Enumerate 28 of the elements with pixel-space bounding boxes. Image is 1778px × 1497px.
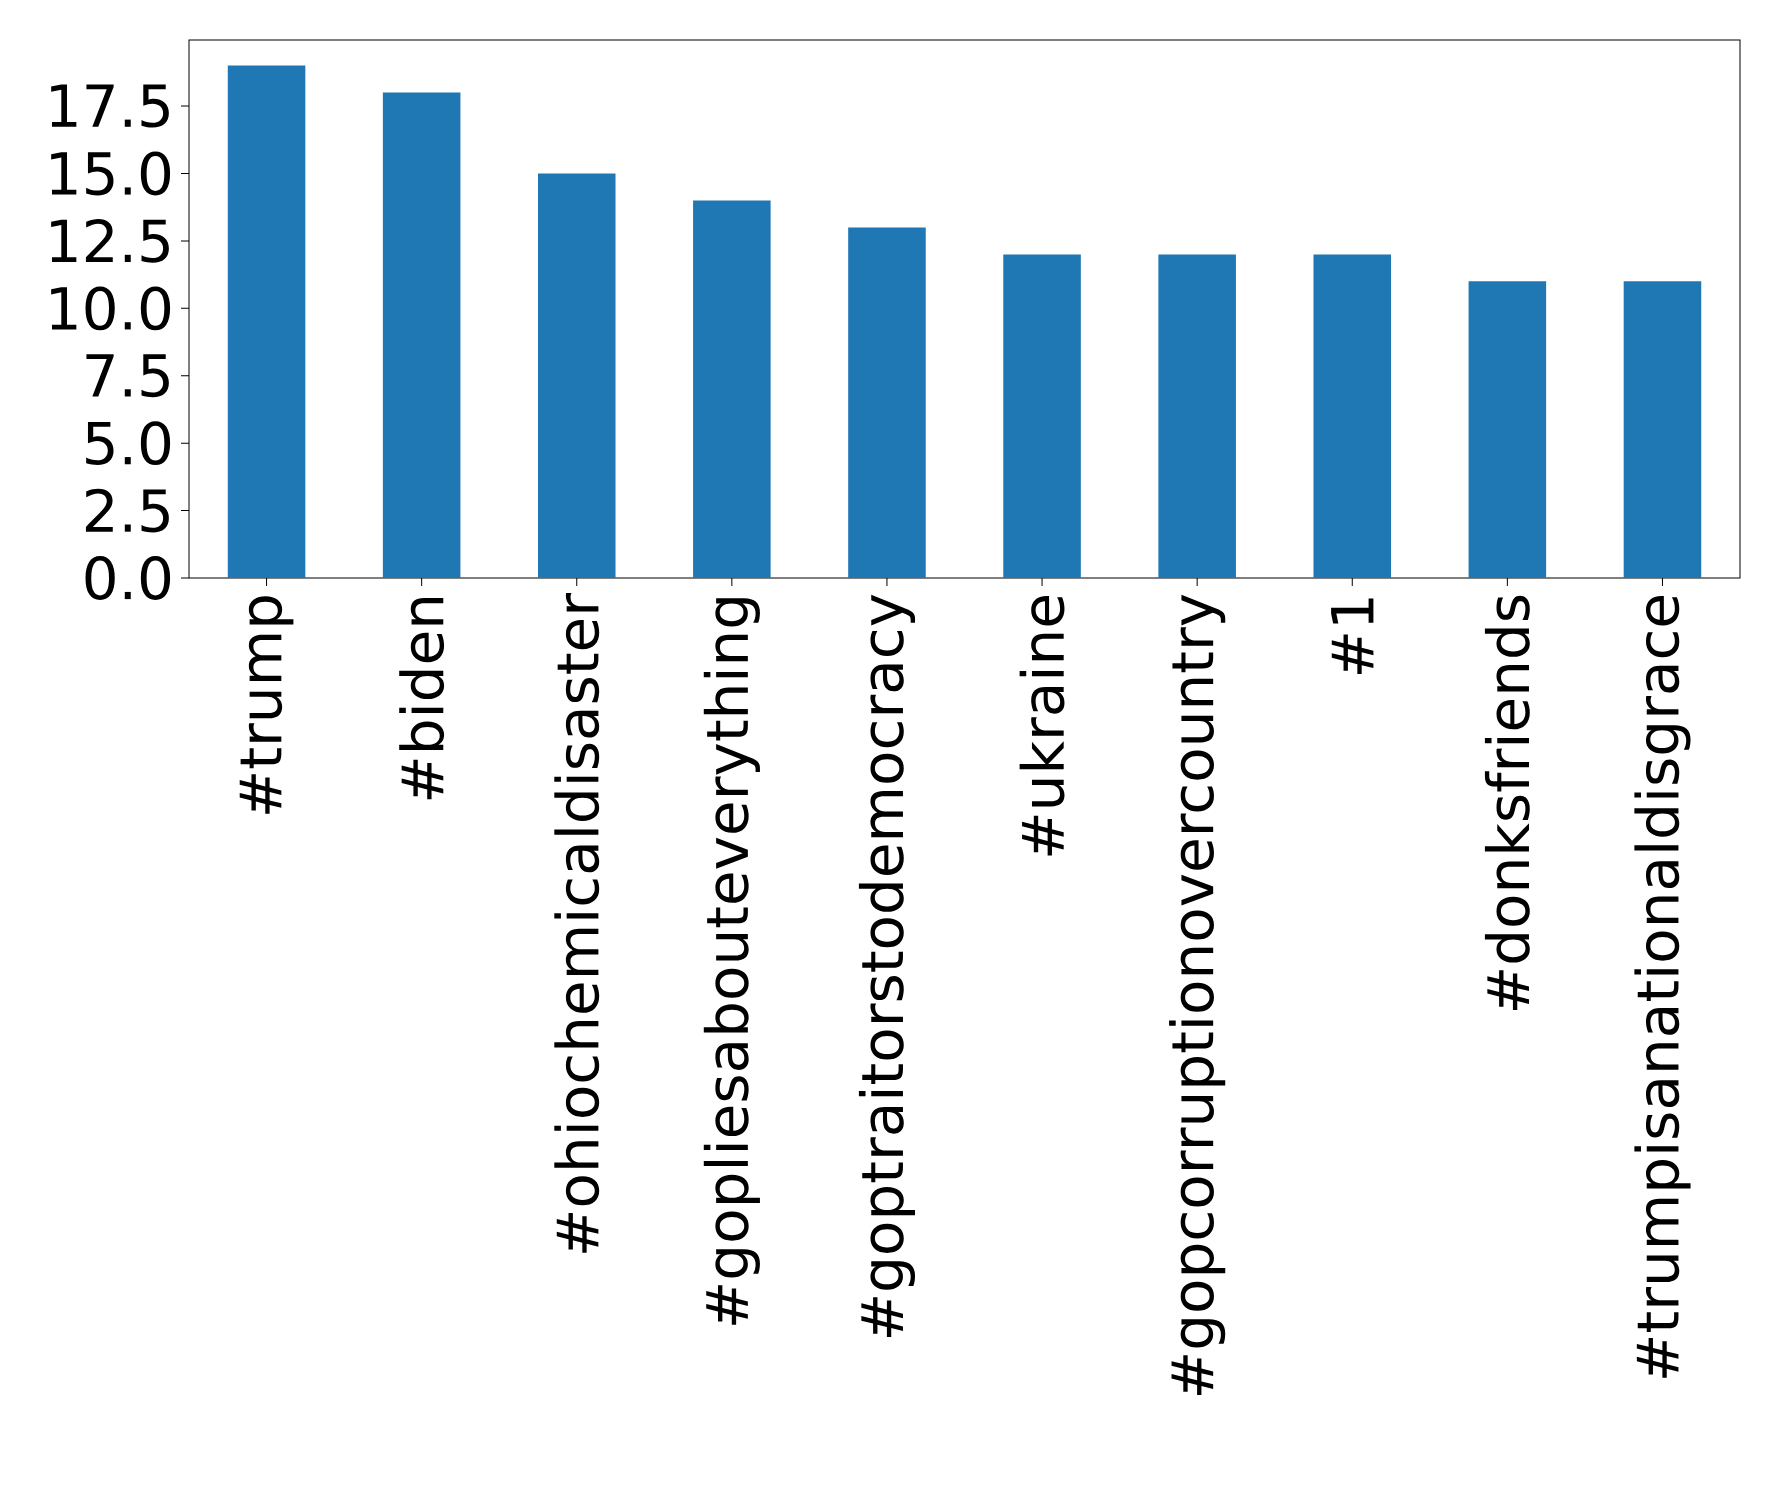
bar <box>1468 281 1547 578</box>
x-tick-label: #ohiochemicaldisaster <box>554 592 600 1253</box>
bar <box>848 227 926 578</box>
bar <box>382 92 461 578</box>
y-tick-label: 12.5 <box>51 218 169 263</box>
x-tick-label: #gopcorruptionovercountry <box>1169 594 1226 1395</box>
bar <box>1313 254 1392 578</box>
bar <box>1623 281 1702 578</box>
x-tick-label: #donksfriends <box>1484 595 1530 1010</box>
y-tick-label: 10.0 <box>51 286 171 331</box>
y-tick-label: 5.0 <box>86 421 171 466</box>
x-tick-label: #biden <box>399 597 445 800</box>
bar <box>537 173 616 578</box>
x-tick-label: #trumpisanationaldisgrace <box>1634 596 1691 1378</box>
bar <box>1158 254 1236 578</box>
x-tick-label: #gopliesabouteverything <box>703 598 760 1325</box>
y-tick-label: 7.5 <box>86 354 169 398</box>
y-tick-label: 15.0 <box>51 151 171 196</box>
y-tick-label: 0.0 <box>85 556 171 600</box>
bar <box>227 65 306 578</box>
x-tick-label: #ukraine <box>1019 596 1065 856</box>
x-tick-label: #1 <box>1331 598 1374 675</box>
y-tick-label: 2.5 <box>85 488 169 533</box>
x-tick-label: #trump <box>239 596 294 814</box>
y-tick-label: 17.5 <box>51 84 169 128</box>
bar <box>693 200 771 578</box>
x-tick-label: #goptraitorstodemocracy <box>858 594 916 1338</box>
bar <box>1003 254 1081 578</box>
